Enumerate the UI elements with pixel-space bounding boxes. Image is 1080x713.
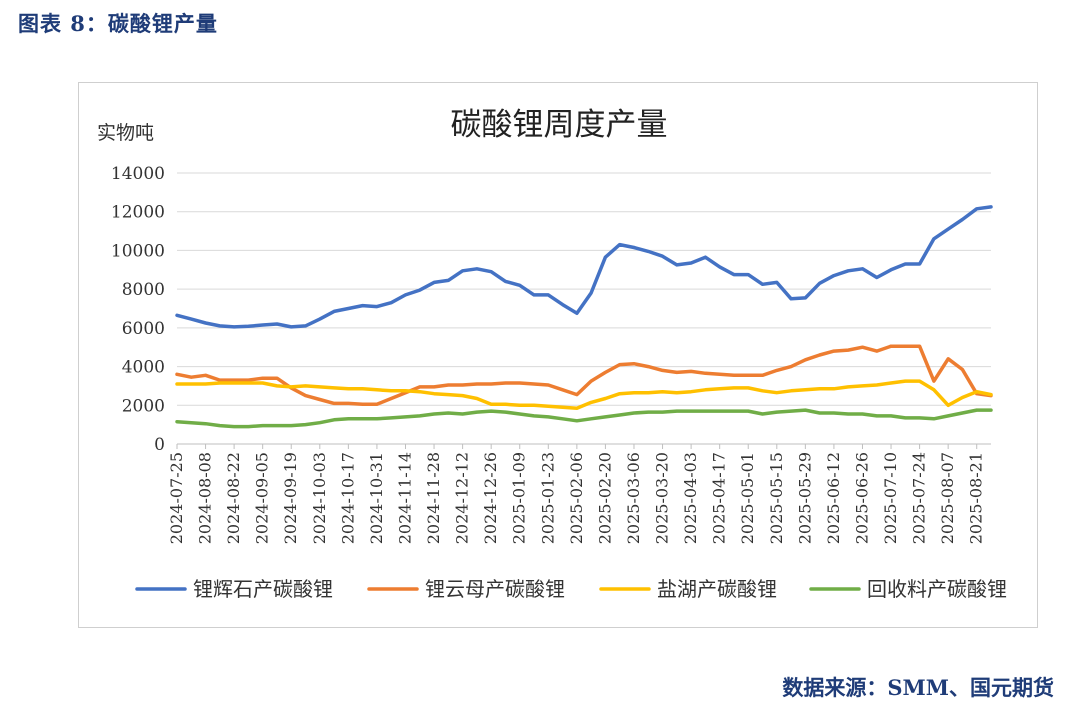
legend-label: 锂辉石产碳酸锂 xyxy=(193,577,333,601)
x-tick-label: 2024-10-03 xyxy=(310,452,329,544)
y-tick-label: 0 xyxy=(154,435,165,455)
x-tick-label: 2024-10-31 xyxy=(367,452,386,544)
line-chart: 碳酸锂周度产量 实物吨 0 2000 4000 6000 8000 10000 12000 1… xyxy=(97,107,1007,601)
y-tick-label: 2000 xyxy=(122,396,165,416)
x-tick-label: 2025-01-09 xyxy=(510,452,529,544)
x-tick-label: 2024-08-08 xyxy=(196,452,215,544)
y-tick-label: 12000 xyxy=(111,203,165,223)
series-line xyxy=(175,205,993,329)
x-tick-label: 2024-11-28 xyxy=(424,452,443,544)
x-tick-label: 2025-01-23 xyxy=(538,452,557,544)
x-tick-label: 2024-10-17 xyxy=(338,452,357,544)
x-tick-label: 2025-06-12 xyxy=(824,452,843,544)
chart-frame: 碳酸锂周度产量 实物吨 0 2000 4000 6000 8000 10000 12000 1… xyxy=(78,82,1038,628)
y-axis-ticks: 0 2000 4000 6000 8000 10000 12000 14000 xyxy=(111,164,165,455)
y-tick-label: 6000 xyxy=(122,319,165,339)
figure-caption: 图表 8：碳酸锂产量 xyxy=(18,11,218,36)
x-tick-label: 2024-12-26 xyxy=(481,452,500,544)
legend-label: 锂云母产碳酸锂 xyxy=(425,577,565,601)
x-tick-label: 2025-07-10 xyxy=(881,452,900,544)
y-tick-label: 4000 xyxy=(122,358,165,378)
x-tick-label: 2024-07-25 xyxy=(167,452,186,544)
series-line xyxy=(175,408,993,429)
x-tick-label: 2024-09-19 xyxy=(281,452,300,544)
x-tick-label: 2025-02-06 xyxy=(567,452,586,544)
x-tick-label: 2025-08-07 xyxy=(938,452,957,544)
x-tick-label: 2025-05-01 xyxy=(738,452,757,544)
y-tick-label: 8000 xyxy=(122,280,165,300)
y-axis-unit-label: 实物吨 xyxy=(97,122,154,144)
x-tick-label: 2025-04-03 xyxy=(681,452,700,544)
legend: 锂辉石产碳酸锂 锂云母产碳酸锂 盐湖产碳酸锂 回收料产碳酸锂 xyxy=(135,577,1007,601)
x-tick-label: 2024-08-22 xyxy=(224,452,243,544)
x-tick-label: 2025-05-29 xyxy=(795,452,814,544)
y-tick-label: 14000 xyxy=(111,164,165,184)
x-tick-label: 2024-09-05 xyxy=(253,452,272,544)
x-axis-ticks: 2024-07-25 2024-08-08 2024-08-22 2024-09-05… xyxy=(167,444,986,544)
x-tick-label: 2025-06-26 xyxy=(852,452,871,544)
x-tick-label: 2025-04-17 xyxy=(710,452,729,544)
x-tick-label: 2024-11-14 xyxy=(395,452,414,544)
y-tick-label: 10000 xyxy=(111,241,165,261)
grid-lines xyxy=(177,172,991,445)
series-lines xyxy=(175,205,993,429)
x-tick-label: 2025-02-20 xyxy=(595,452,614,544)
x-tick-label: 2025-05-15 xyxy=(767,452,786,544)
legend-label: 回收料产碳酸锂 xyxy=(867,577,1007,601)
x-tick-label: 2025-03-20 xyxy=(653,452,672,544)
series-line xyxy=(175,344,993,407)
x-tick-label: 2025-07-24 xyxy=(910,452,929,544)
x-tick-label: 2025-08-21 xyxy=(967,452,986,544)
chart-title: 碳酸锂周度产量 xyxy=(451,107,668,143)
x-tick-label: 2024-12-12 xyxy=(453,452,472,544)
data-source-note: 数据来源：SMM、国元期货 xyxy=(782,675,1054,700)
series-line xyxy=(175,379,993,410)
legend-label: 盐湖产碳酸锂 xyxy=(657,577,777,601)
x-tick-label: 2025-03-06 xyxy=(624,452,643,544)
